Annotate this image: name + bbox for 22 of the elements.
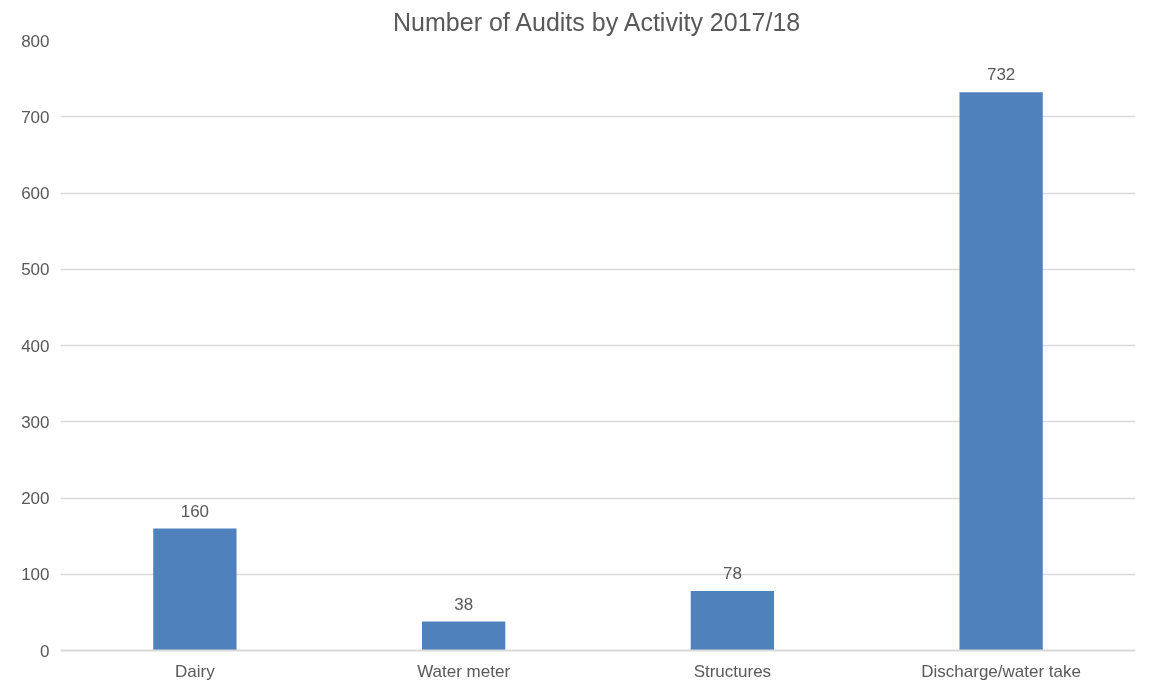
chart-title: Number of Audits by Activity 2017/18 xyxy=(393,7,801,36)
data-label: 78 xyxy=(722,564,742,584)
y-tick-label: 600 xyxy=(21,184,50,203)
y-tick-label: 100 xyxy=(21,565,50,585)
y-tick-label: 800 xyxy=(21,31,50,51)
bar xyxy=(959,92,1043,651)
bar xyxy=(690,591,775,651)
y-tick-label: 500 xyxy=(21,260,50,280)
bar xyxy=(421,621,506,651)
x-tick-label: Discharge/water take xyxy=(921,661,1081,681)
x-tick-label: Structures xyxy=(693,661,772,681)
y-tick-label: 700 xyxy=(21,107,50,127)
y-tick-label: 0 xyxy=(40,641,50,661)
y-tick-label: 200 xyxy=(21,489,50,508)
x-tick-label: Dairy xyxy=(175,661,216,681)
y-tick-label: 400 xyxy=(21,336,50,356)
y-tick-label: 300 xyxy=(21,412,50,432)
x-tick-label: Water meter xyxy=(417,661,511,681)
bar xyxy=(153,528,237,651)
data-label: 160 xyxy=(180,501,210,521)
data-label: 732 xyxy=(986,65,1016,85)
data-label: 38 xyxy=(454,594,474,614)
